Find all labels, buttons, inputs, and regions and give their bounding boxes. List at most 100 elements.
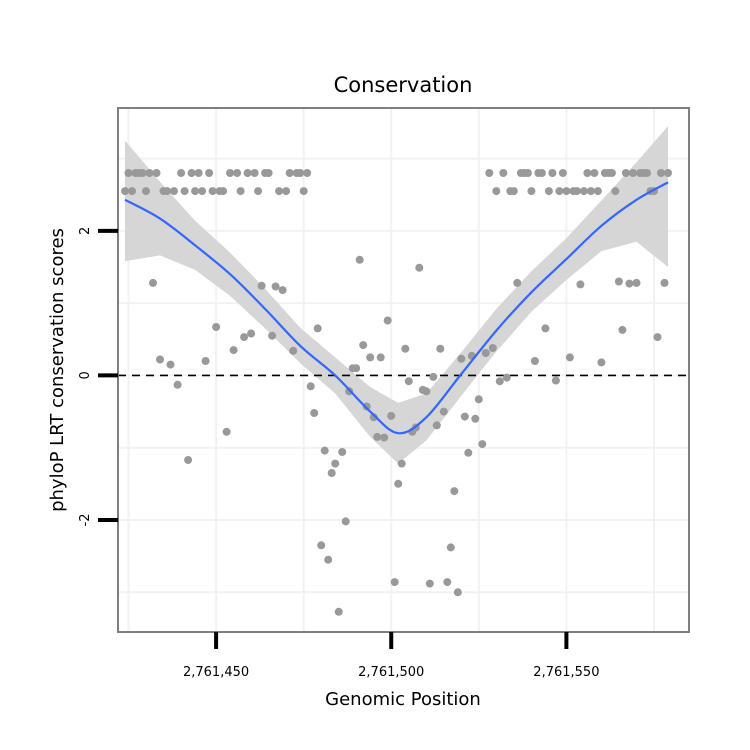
data-point-60 — [331, 459, 340, 468]
y-axis-title: phyloP LRT conservation scores — [47, 228, 68, 512]
data-point-81 — [404, 377, 413, 386]
data-point-112 — [513, 278, 522, 287]
data-point-131 — [579, 187, 588, 196]
data-point-55 — [313, 324, 322, 333]
data-point-100 — [471, 414, 480, 423]
data-point-46 — [282, 187, 291, 196]
data-point-2 — [128, 187, 136, 196]
data-point-24 — [205, 169, 214, 177]
data-point-155 — [664, 169, 672, 177]
data-point-36 — [247, 329, 256, 338]
y-tick-label-1: 0 — [78, 371, 93, 379]
data-point-71 — [369, 413, 378, 422]
data-point-111 — [509, 187, 518, 196]
data-point-119 — [537, 169, 546, 177]
data-point-141 — [614, 277, 623, 286]
data-point-45 — [278, 286, 287, 295]
data-point-8 — [149, 278, 157, 287]
data-point-117 — [530, 357, 539, 365]
data-point-80 — [401, 344, 410, 353]
data-point-54 — [310, 409, 319, 417]
data-points — [121, 169, 672, 616]
data-point-7 — [145, 169, 154, 177]
data-point-98 — [464, 448, 473, 457]
data-point-35 — [243, 169, 252, 177]
data-point-72 — [373, 432, 382, 441]
data-point-121 — [544, 187, 553, 196]
data-point-86 — [422, 387, 431, 396]
data-point-20 — [191, 187, 200, 196]
data-point-103 — [481, 349, 490, 357]
data-point-94 — [450, 487, 459, 496]
data-point-34 — [240, 333, 249, 342]
x-tick-label-0: 2,761,450 — [183, 665, 249, 680]
data-point-77 — [390, 578, 399, 587]
y-axis: -2 0 2 — [78, 227, 118, 526]
data-point-33 — [236, 187, 245, 196]
data-point-22 — [198, 187, 207, 196]
plot-panel-border — [117, 107, 690, 633]
data-point-66 — [352, 364, 361, 373]
data-point-125 — [558, 169, 567, 177]
data-point-109 — [502, 373, 511, 382]
data-point-126 — [562, 187, 571, 196]
data-point-19 — [187, 169, 196, 177]
confidence-band — [125, 126, 668, 464]
data-point-31 — [229, 346, 238, 355]
data-point-120 — [541, 324, 550, 333]
data-point-76 — [387, 411, 396, 420]
data-point-1 — [124, 169, 133, 177]
data-point-62 — [338, 448, 347, 456]
data-point-89 — [432, 421, 441, 430]
smooth-line-layer — [124, 181, 669, 435]
data-point-53 — [306, 382, 315, 391]
data-point-67 — [355, 255, 364, 264]
x-tick-label-1: 2,761,500 — [358, 665, 424, 680]
data-point-21 — [194, 169, 203, 177]
data-point-87 — [425, 579, 434, 588]
data-point-78 — [394, 479, 403, 488]
x-tick-label-2: 2,761,550 — [533, 665, 599, 680]
data-point-135 — [593, 187, 602, 196]
data-point-6 — [142, 187, 150, 196]
data-point-69 — [362, 402, 371, 411]
x-axis: 2,761,450 2,761,500 2,761,550 — [183, 632, 599, 680]
data-point-132 — [583, 169, 592, 177]
data-point-39 — [257, 281, 266, 290]
data-point-47 — [285, 169, 294, 177]
data-point-104 — [485, 169, 494, 177]
data-point-84 — [415, 263, 424, 272]
data-point-30 — [226, 169, 235, 177]
data-point-0 — [121, 187, 129, 196]
data-point-50 — [296, 169, 305, 177]
y-tick-label-2: 2 — [78, 227, 93, 235]
data-point-91 — [439, 407, 448, 416]
data-point-108 — [499, 169, 508, 177]
data-point-106 — [492, 187, 501, 196]
data-point-107 — [495, 377, 504, 386]
data-point-57 — [320, 446, 329, 455]
data-point-16 — [177, 169, 186, 177]
data-point-59 — [327, 469, 336, 477]
grid-lines — [118, 108, 689, 632]
data-point-15 — [173, 380, 182, 389]
data-point-134 — [590, 169, 599, 177]
data-point-122 — [548, 169, 557, 177]
data-point-74 — [380, 433, 389, 442]
data-point-56 — [317, 541, 326, 550]
data-point-29 — [222, 427, 231, 436]
data-point-127 — [565, 353, 574, 362]
data-point-124 — [555, 187, 564, 196]
data-point-63 — [341, 517, 350, 526]
data-point-154 — [660, 278, 669, 287]
data-point-5 — [138, 169, 147, 177]
data-point-17 — [180, 187, 189, 196]
data-point-143 — [621, 169, 630, 177]
data-point-41 — [264, 169, 273, 177]
data-point-105 — [488, 344, 497, 352]
data-point-12 — [163, 187, 171, 196]
data-point-90 — [436, 344, 445, 353]
data-point-145 — [629, 169, 637, 177]
data-point-25 — [208, 187, 217, 196]
